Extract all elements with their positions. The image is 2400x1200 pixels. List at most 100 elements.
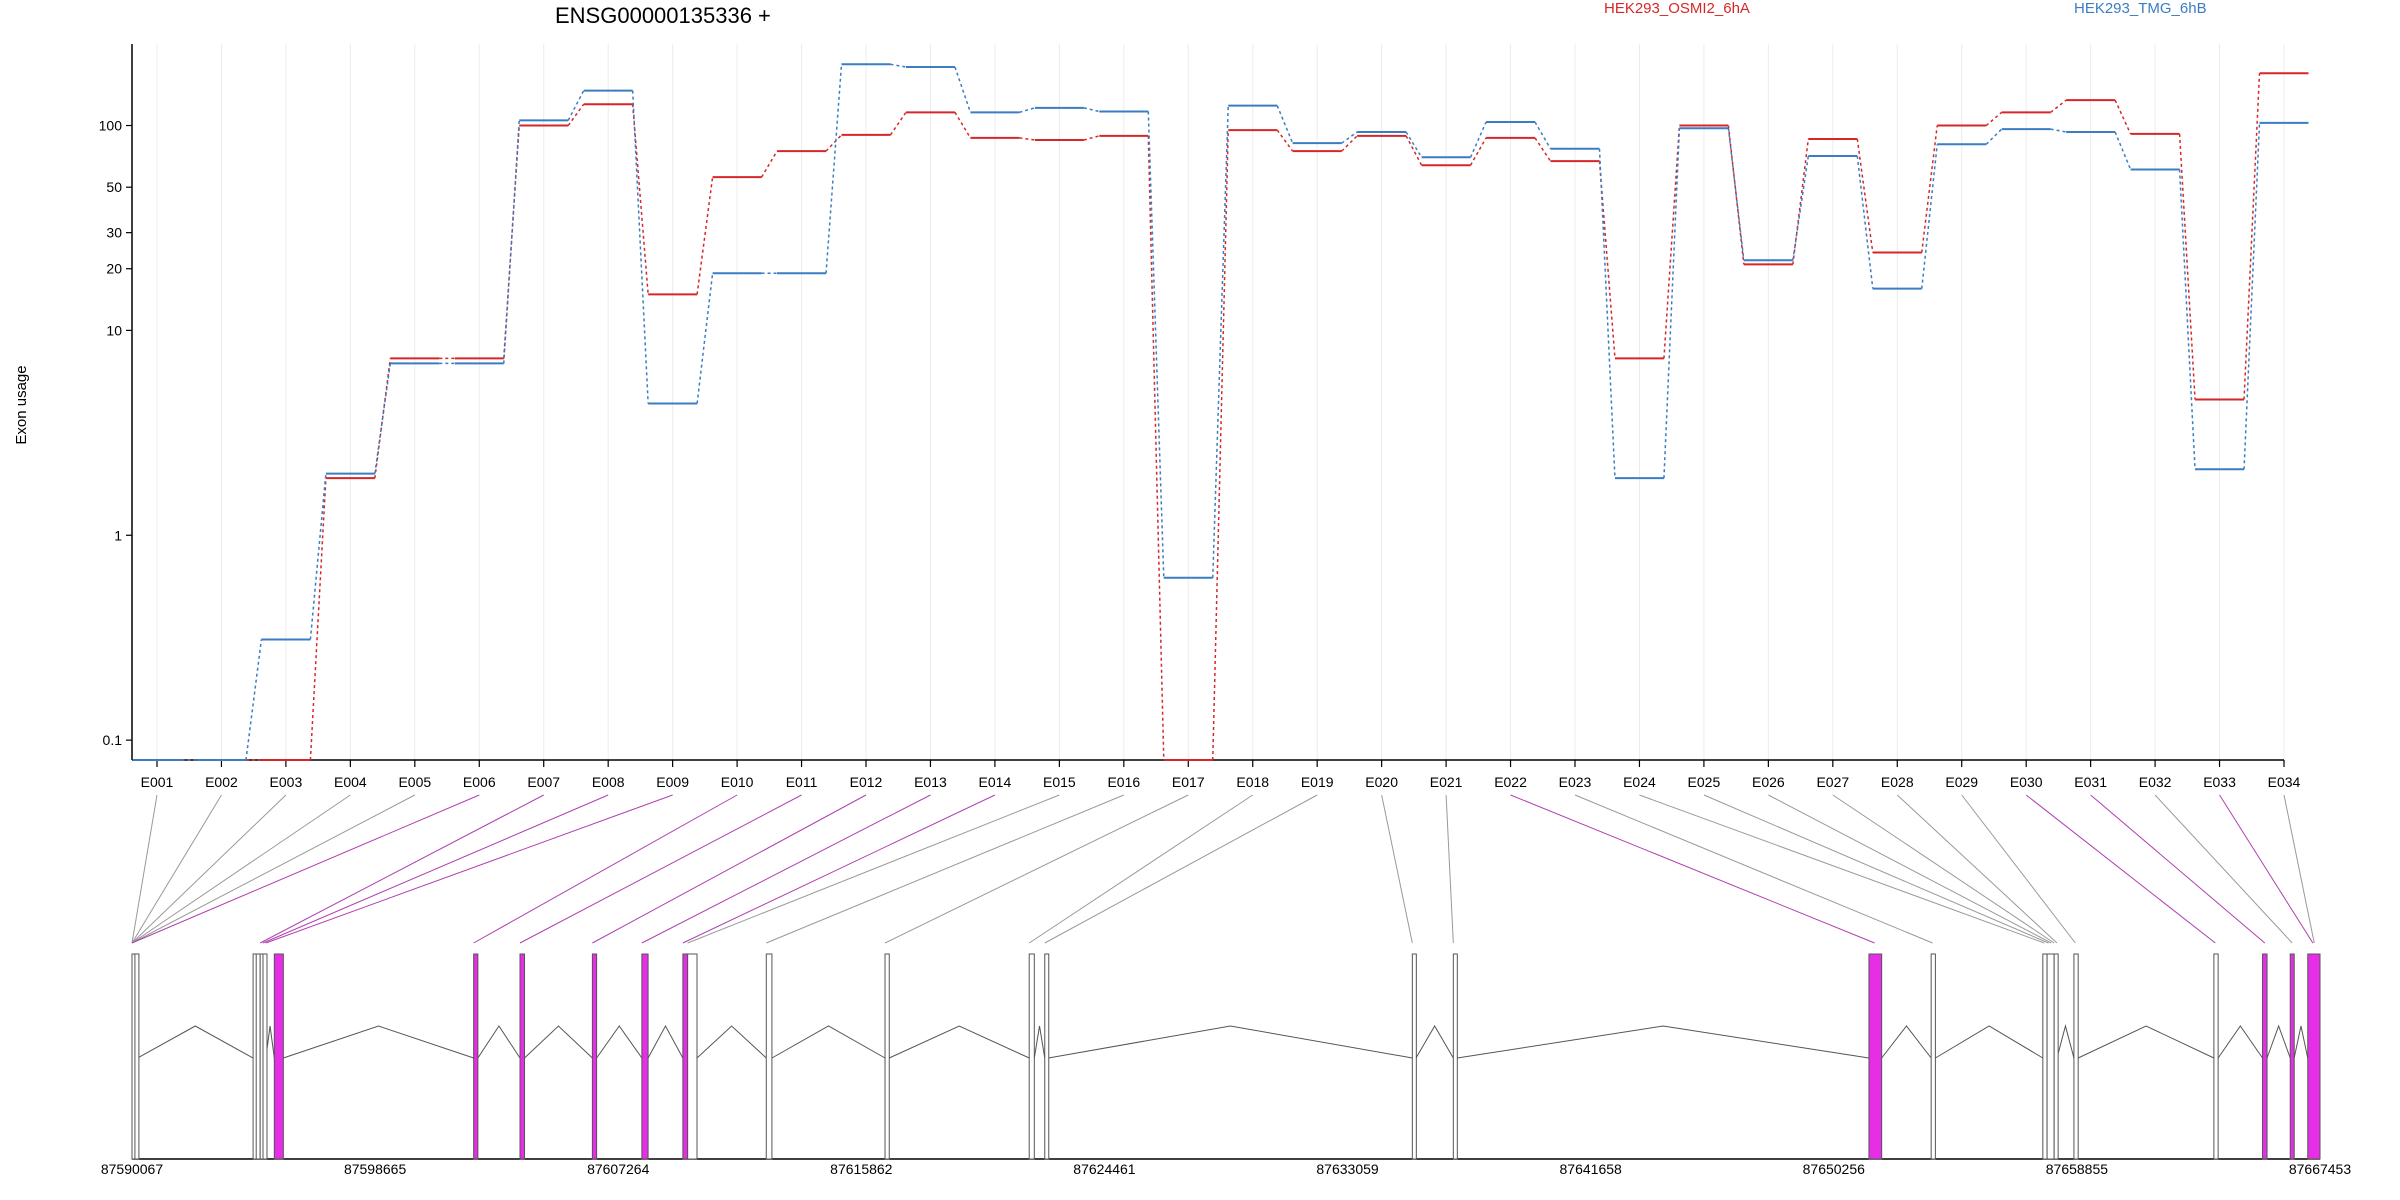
exon-e028 <box>2289 953 2295 1160</box>
intron-line <box>2217 1025 2263 1059</box>
series-connector <box>1405 135 1423 166</box>
x-tick-label: E028 <box>1881 774 1914 790</box>
y-tick-label: 100 <box>99 118 123 134</box>
exon-e011 <box>641 953 649 1160</box>
y-tick-label: 0.1 <box>103 732 123 748</box>
link-e022 <box>1510 794 1875 944</box>
x-tick-label: E020 <box>1365 774 1398 790</box>
series-connector <box>2243 73 2261 400</box>
link-e004 <box>131 794 351 944</box>
link-e013 <box>641 794 931 944</box>
series-connector <box>1598 161 1616 359</box>
exon-e016 <box>1028 953 1035 1160</box>
series-connector <box>309 478 327 761</box>
gene-coordinate-label: 87615862 <box>830 1161 893 1177</box>
series-connector <box>1019 137 1035 141</box>
exon-e029 <box>2307 953 2321 1160</box>
exon-e010 <box>591 953 598 1160</box>
y-axis-label: Exon usage <box>13 365 30 444</box>
series-connector <box>2050 99 2067 113</box>
series-connector <box>631 104 649 295</box>
link-e025 <box>1703 794 2049 944</box>
series-connector <box>1534 137 1552 162</box>
series-connector <box>631 90 649 404</box>
link-e024 <box>1639 794 2045 944</box>
series-connector <box>1276 105 1294 144</box>
gene-coordinate-label: 87658855 <box>2046 1161 2109 1177</box>
exon-e014 <box>765 953 773 1160</box>
intron-line <box>1881 1025 1932 1059</box>
exon-e017 <box>1044 953 1050 1160</box>
x-tick-label: E033 <box>2203 774 2236 790</box>
y-tick-label: 20 <box>106 261 122 277</box>
x-tick-label: E004 <box>334 774 367 790</box>
intron-line <box>696 1025 767 1059</box>
intron-line <box>596 1025 643 1059</box>
x-tick-label: E031 <box>2074 774 2107 790</box>
series-connector <box>760 150 778 178</box>
intron-line <box>137 1025 254 1059</box>
intron-line <box>1935 1025 2044 1059</box>
gene-coordinate-label: 87667453 <box>2289 1161 2352 1177</box>
series-connector <box>1469 137 1487 166</box>
y-tick-label: 30 <box>106 225 122 241</box>
exon-e023 <box>2046 953 2055 1160</box>
exon-e027 <box>2262 953 2268 1160</box>
intron-line <box>889 1025 1030 1059</box>
x-tick-label: E024 <box>1623 774 1656 790</box>
x-tick-label: E019 <box>1301 774 1334 790</box>
series-connector <box>2178 169 2196 470</box>
series-connector <box>1212 105 1229 578</box>
exon-e012 <box>682 953 689 1160</box>
exon-e021 <box>1930 953 1936 1160</box>
series-connector <box>1019 107 1036 114</box>
link-e027 <box>1832 794 2055 944</box>
x-tick-label: E027 <box>1816 774 1849 790</box>
series-connector <box>1727 128 1745 261</box>
x-tick-label: E018 <box>1236 774 1269 790</box>
gene-coordinate-label: 87590067 <box>101 1161 164 1177</box>
series-connector <box>567 103 585 126</box>
intron-line <box>2293 1025 2309 1059</box>
series-connector <box>696 177 714 295</box>
series-connector <box>825 64 843 274</box>
exon-e019 <box>1452 953 1458 1160</box>
x-tick-label: E029 <box>1945 774 1978 790</box>
intron-line <box>477 1025 521 1059</box>
series-connector <box>1921 144 1938 289</box>
link-e031 <box>2090 794 2266 944</box>
series-connector <box>1663 125 1681 359</box>
link-e008 <box>262 794 609 944</box>
link-e001 <box>131 794 158 944</box>
link-e012 <box>592 794 867 944</box>
gene-model-layer: 87590067 87598665 87607264 87615862 87624461… <box>101 953 2352 1177</box>
x-tick-label: E009 <box>656 774 689 790</box>
x-tick-label: E010 <box>721 774 754 790</box>
x-tick-label: E014 <box>979 774 1012 790</box>
link-e003 <box>131 794 287 944</box>
intron-line <box>524 1025 593 1059</box>
link-e015 <box>687 794 1060 944</box>
link-e030 <box>2025 794 2216 944</box>
grid-layer <box>156 44 2285 760</box>
series-connector <box>889 111 907 136</box>
series-connector <box>374 363 392 474</box>
series-connector <box>1856 155 1874 289</box>
x-tick-label: E022 <box>1494 774 1527 790</box>
x-tick-label: E011 <box>786 774 818 790</box>
x-tick-label: E013 <box>914 774 947 790</box>
series-2 <box>132 63 2309 761</box>
series-connector <box>1534 121 1552 150</box>
link-e002 <box>131 794 222 944</box>
exon-e009 <box>519 953 526 1160</box>
gene-coordinate-label: 87598665 <box>344 1161 407 1177</box>
exon-link-layer <box>131 794 2315 944</box>
intron-line <box>2077 1025 2215 1059</box>
series-connector <box>890 63 907 68</box>
x-tick-label: E017 <box>1172 774 1205 790</box>
x-tick-label: E025 <box>1688 774 1721 790</box>
x-tick-label: E005 <box>398 774 431 790</box>
series-connector <box>696 273 714 404</box>
series-connector <box>1276 129 1294 152</box>
